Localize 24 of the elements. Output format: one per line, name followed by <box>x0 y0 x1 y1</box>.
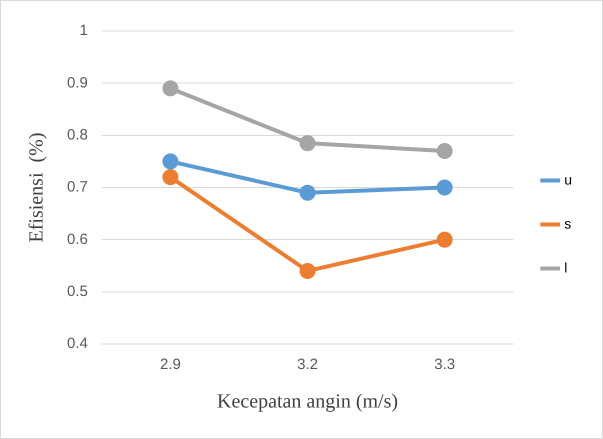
legend-label: l <box>564 259 568 276</box>
x-tick-label: 3.3 <box>434 356 456 374</box>
y-tick-label: 0.5 <box>66 282 88 300</box>
point <box>162 169 178 186</box>
point <box>436 232 453 248</box>
x-axis-title: Kecepatan angin (m/s) <box>217 390 398 412</box>
y-tick-label: 0.9 <box>66 74 88 92</box>
x-tick-label: 2.9 <box>160 356 181 374</box>
y-axis-title: Efisiensi (%) <box>25 132 48 242</box>
point <box>162 153 178 170</box>
point <box>300 184 316 201</box>
point <box>162 80 178 96</box>
y-tick-label: 0.8 <box>66 126 88 144</box>
y-tick-label: 0.4 <box>66 335 88 352</box>
legend-label: s <box>564 215 572 232</box>
point <box>300 262 316 279</box>
point <box>436 180 453 196</box>
legend-label: u <box>564 171 572 188</box>
x-tick-label: 3.2 <box>297 356 318 374</box>
y-tick-label: 0.7 <box>66 178 88 196</box>
point <box>436 142 453 159</box>
point <box>300 135 316 152</box>
y-tick-label: 1 <box>80 22 88 40</box>
y-tick-label: 0.6 <box>66 230 88 248</box>
